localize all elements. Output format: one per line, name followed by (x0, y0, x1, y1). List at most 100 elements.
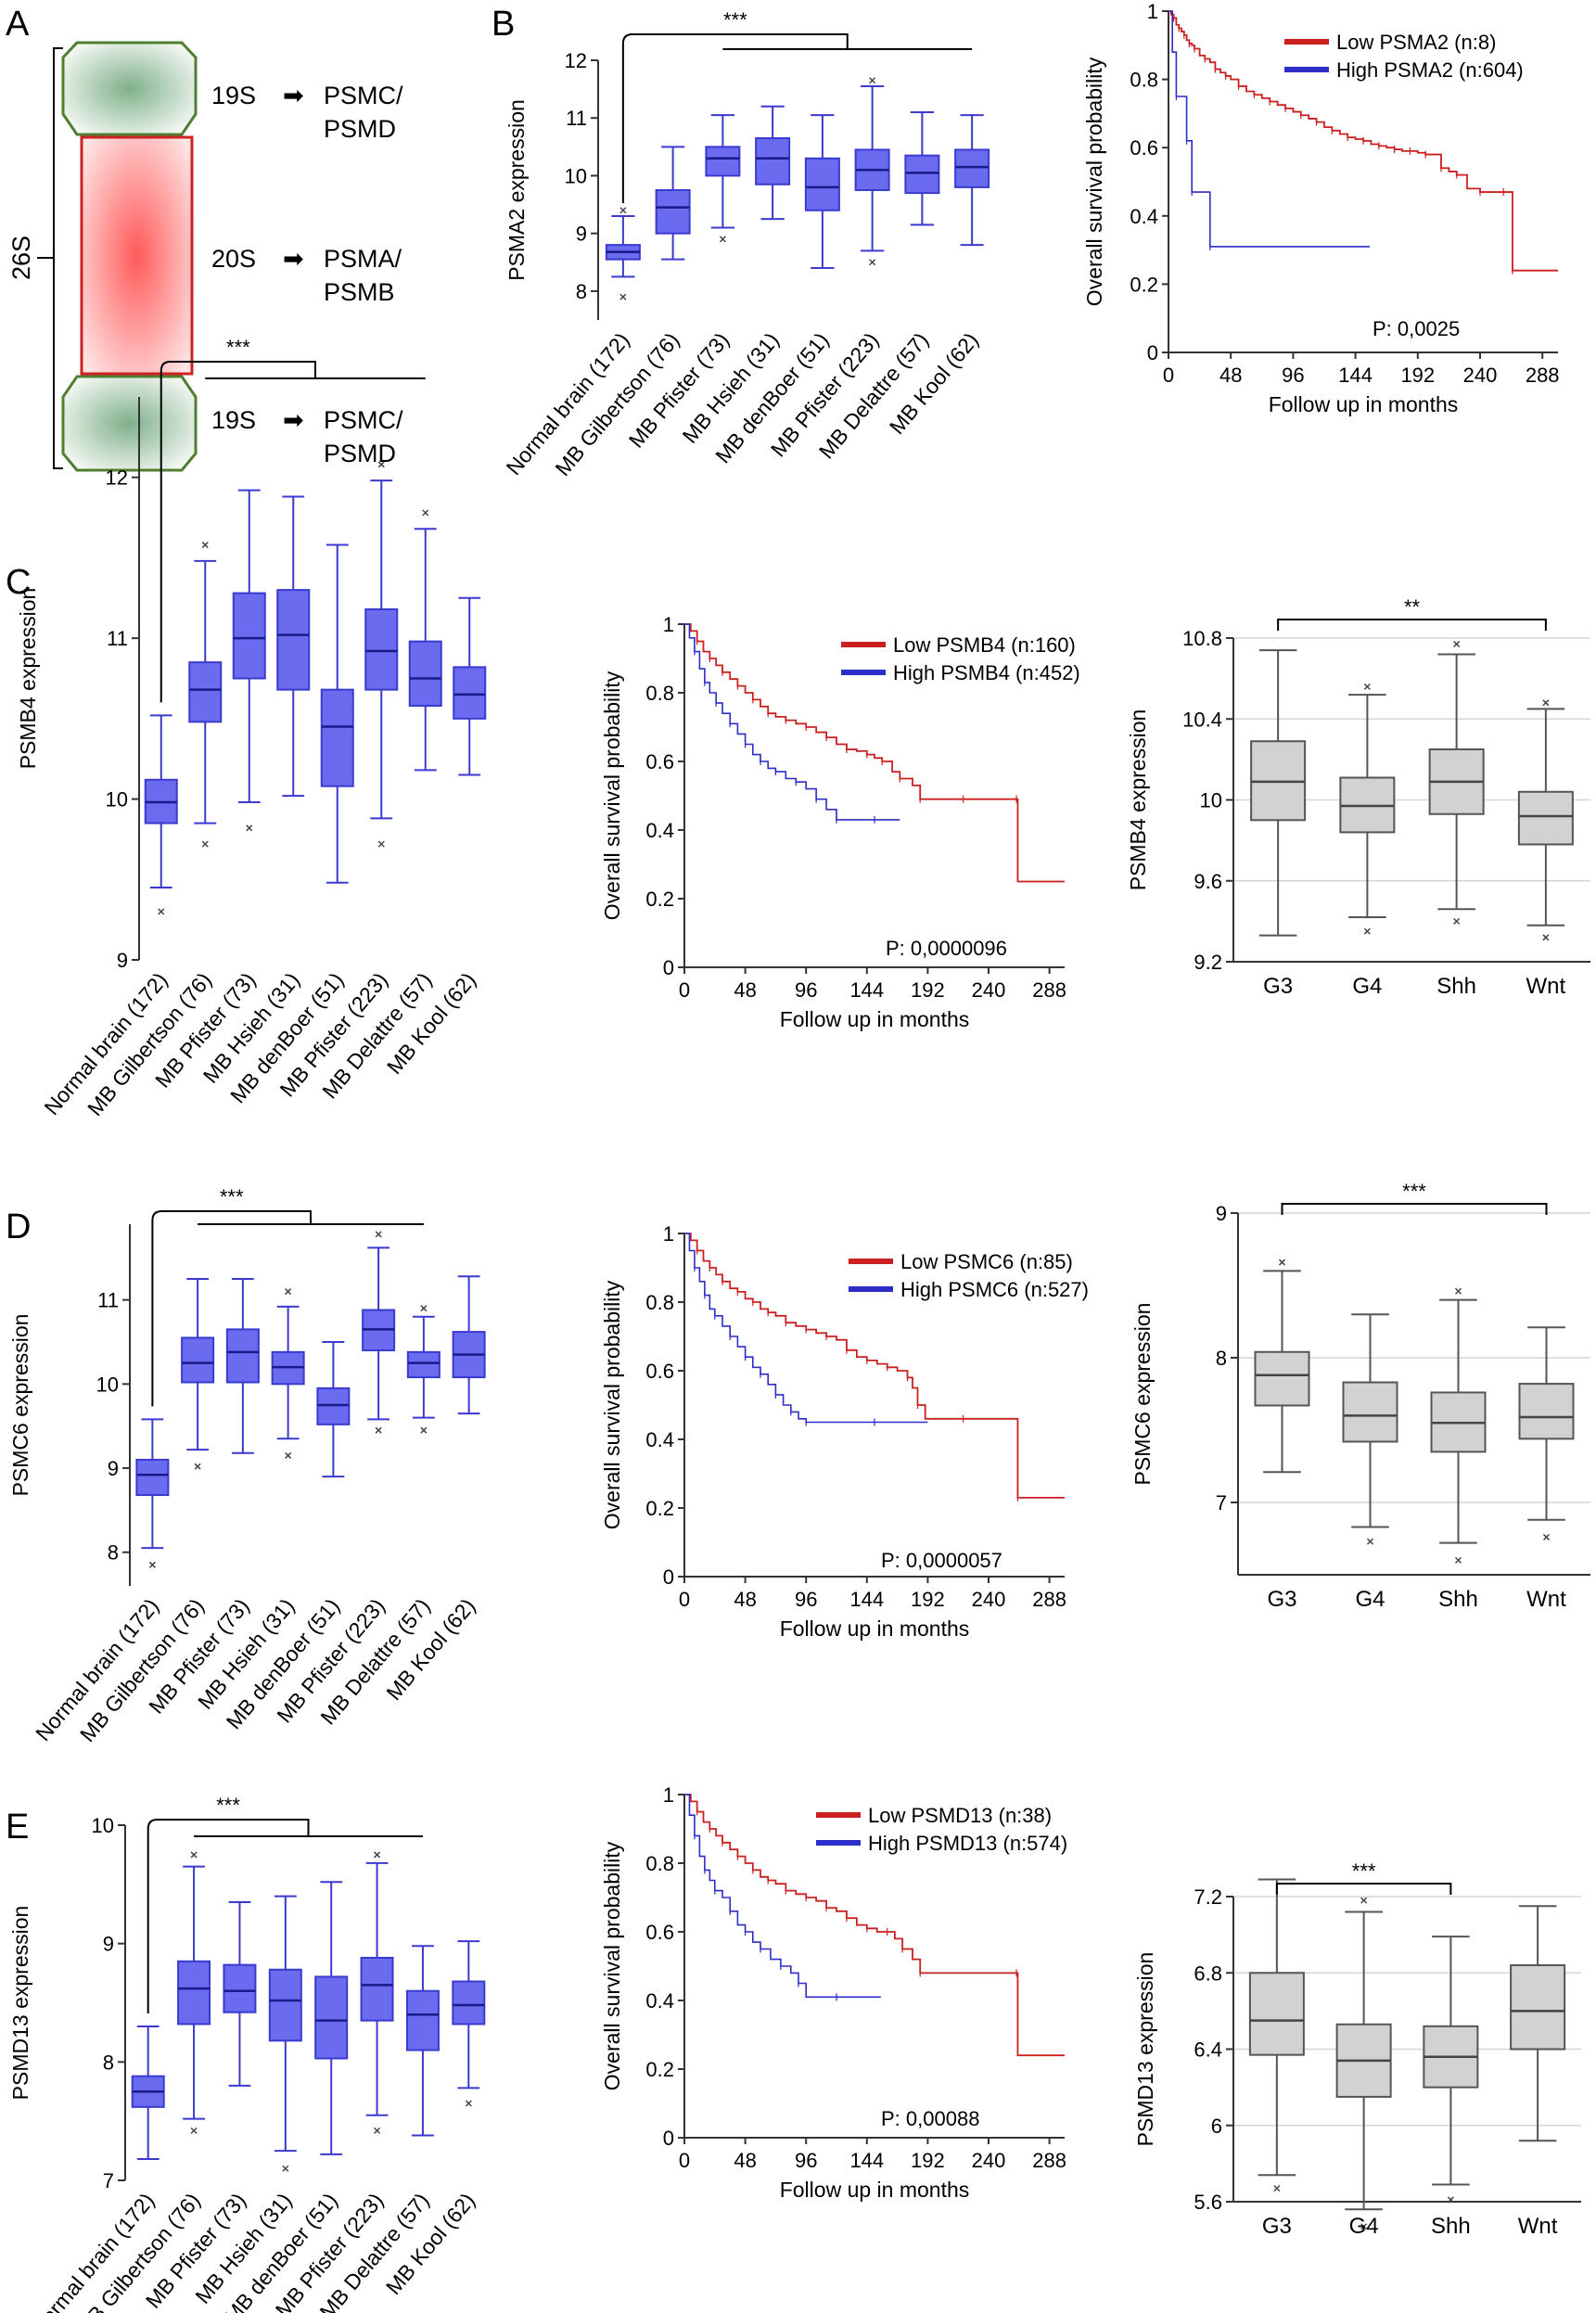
y-tick-label: 7 (1216, 1491, 1227, 1514)
box-iqr (452, 1980, 486, 2025)
panel-letter-e: E (6, 1808, 29, 1847)
y-tick-label: 0.2 (645, 2058, 674, 2081)
outlier-marker (1453, 641, 1461, 648)
outlier-marker (869, 77, 876, 84)
legend-label: High PSMB4 (n:452) (893, 661, 1080, 684)
x-tick-label: 288 (1032, 978, 1066, 1002)
outlier-marker (194, 1463, 201, 1470)
y-tick-label: 0.8 (1130, 69, 1158, 92)
x-tick-label: Wnt (1526, 974, 1566, 999)
outlier-marker (1366, 1538, 1374, 1545)
proteasome-schematic: 26S 19S ➡ PSMC/ PSMD 20S ➡ PSMA/ PSMB 19… (7, 41, 403, 472)
x-tick-label: G3 (1263, 974, 1293, 999)
outlier-marker (1363, 683, 1371, 690)
box-iqr (1248, 1972, 1305, 2056)
significance-bracket (151, 1210, 312, 1407)
significance-label: *** (723, 8, 747, 32)
label-20s: 20S (211, 245, 256, 273)
outlier-marker (422, 509, 429, 517)
panel-letter-b: B (492, 5, 515, 44)
outlier-marker (1360, 2223, 1368, 2230)
y-tick-label: 8 (103, 2051, 114, 2074)
outlier-marker (1363, 927, 1371, 935)
box-iqr (188, 661, 223, 723)
y-axis-title: Overall survival probability (600, 1841, 624, 2090)
y-tick-label: 10.4 (1182, 708, 1222, 731)
y-tick-label: 1 (663, 1783, 674, 1807)
y-tick-label: 6.8 (1194, 1962, 1222, 1985)
x-tick-label: 48 (734, 1588, 756, 1611)
x-tick-label: 240 (972, 978, 1006, 1002)
box-iqr (181, 1336, 215, 1384)
x-tick-label: 144 (1338, 364, 1373, 387)
y-axis-title: PSMB4 expression (1126, 709, 1150, 891)
outlier-marker (201, 542, 209, 549)
legend-label: Low PSMD13 (n:38) (868, 1804, 1052, 1827)
p-value: P: 0,0000096 (886, 937, 1007, 960)
x-axis-title: Follow up in months (1269, 392, 1459, 416)
y-tick-label: 6 (1211, 2115, 1222, 2138)
y-axis-title: Overall survival probability (600, 671, 624, 920)
x-tick-label: 48 (734, 2149, 756, 2172)
y-tick-label: 10 (1200, 789, 1222, 812)
y-tick-label: 11 (107, 627, 128, 650)
x-tick-label: 0 (679, 978, 690, 1002)
significance-label: *** (216, 1794, 240, 1817)
x-tick-label: 96 (795, 978, 817, 1002)
significance-label: ** (1404, 595, 1421, 619)
chart-e-subgroup: 5.6 6 6.4 6.8 7.2 PSMD13 expression G3 G4 Shh Wnt… (1133, 1859, 1581, 2239)
box-iqr (360, 1956, 394, 2022)
box-iqr (1518, 1383, 1575, 1440)
core-20s (80, 135, 194, 376)
box-iqr (276, 589, 311, 691)
box-iqr (1517, 790, 1574, 846)
legend-label: Low PSMA2 (n:8) (1336, 31, 1496, 54)
y-axis-title: PSMA2 expression (504, 99, 529, 281)
x-tick-label: 0 (1163, 364, 1174, 387)
outlier-marker (1360, 1897, 1368, 1904)
y-tick-label: 0.4 (1130, 205, 1158, 228)
outlier-marker (420, 1305, 428, 1312)
y-tick-label: 0.8 (645, 1852, 674, 1875)
y-tick-label: 9 (576, 223, 587, 246)
significance-label: *** (1402, 1180, 1426, 1203)
y-tick-label: 0 (663, 956, 674, 979)
outlier-marker (619, 207, 627, 214)
x-tick-label: Shh (1431, 2214, 1471, 2239)
y-tick-label: 0.4 (645, 1428, 674, 1451)
label-psmd-top: PSMD (324, 115, 396, 143)
legend-label: Low PSMB4 (n:160) (893, 633, 1076, 657)
y-tick-label: 8 (108, 1541, 119, 1565)
y-tick-label: 9.2 (1194, 951, 1222, 974)
km-curve-low (1168, 10, 1558, 272)
outlier-marker (465, 2100, 472, 2107)
cap-19s-bottom (61, 375, 198, 472)
significance-bracket (1275, 1883, 1452, 1895)
box-iqr (314, 1975, 349, 2060)
box-iqr (408, 640, 442, 707)
x-tick-label: G4 (1355, 1587, 1385, 1612)
outlier-marker (1454, 1287, 1462, 1295)
outlier-marker (719, 236, 726, 243)
outlier-marker (1278, 1259, 1286, 1266)
x-tick-label: 48 (1219, 364, 1242, 387)
outlier-marker (201, 840, 209, 848)
y-tick-label: 0.6 (645, 750, 674, 773)
x-tick-label: Wnt (1518, 2214, 1558, 2239)
y-axis-title: Overall survival probability (1082, 57, 1106, 306)
y-tick-label: 10 (106, 788, 128, 811)
x-tick-label: 48 (734, 978, 756, 1002)
y-axis-title: PSMD13 expression (1133, 1952, 1157, 2147)
box-iqr (225, 1328, 260, 1384)
y-tick-label: 9.6 (1194, 870, 1222, 893)
label-19s-bottom: 19S (211, 406, 256, 434)
label-19s-top: 19S (211, 82, 256, 109)
label-psmd-bottom: PSMD (324, 440, 396, 467)
significance-label: *** (1352, 1859, 1376, 1883)
outlier-marker (619, 293, 627, 300)
box-iqr (405, 1989, 440, 2051)
km-curve-high (684, 1794, 881, 1999)
